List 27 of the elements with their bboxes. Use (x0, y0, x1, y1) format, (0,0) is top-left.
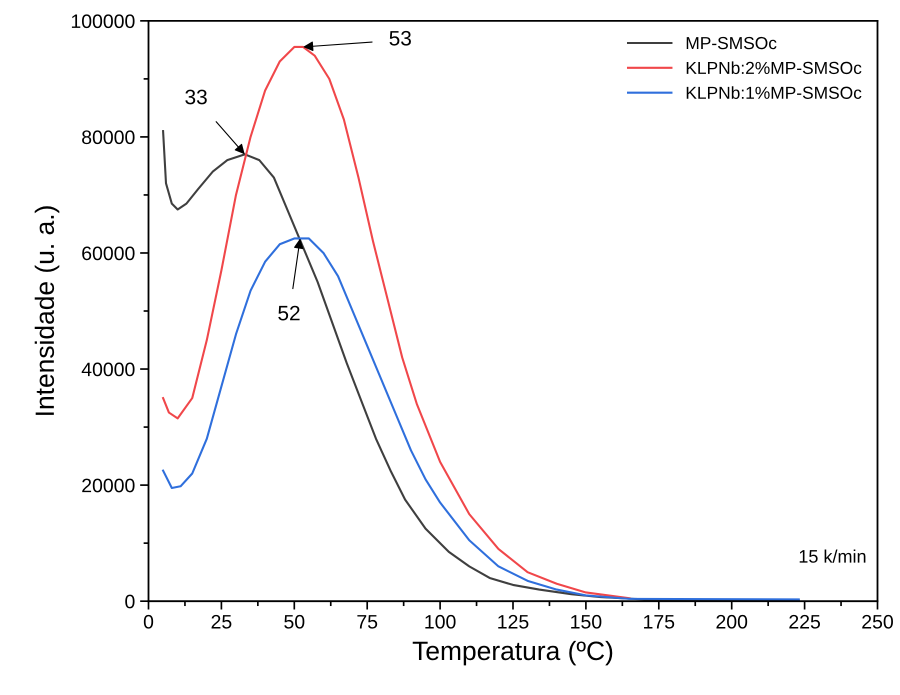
x-tick-label: 75 (357, 615, 378, 629)
y-tick-label: 40000 (82, 362, 135, 376)
legend-label: MP-SMSOc (686, 36, 776, 50)
x-tick-label: 175 (644, 615, 674, 629)
annotation: 53 (390, 30, 411, 46)
y-axis-title: Intensidade (u. a.) (34, 206, 60, 415)
y-tick-label: 20000 (82, 478, 135, 492)
annotation: 52 (278, 306, 300, 320)
x-tick-label: 200 (716, 614, 748, 629)
x-tick-label: 0 (144, 614, 154, 629)
x-tick-label: 225 (789, 614, 820, 629)
x-tick-label: 125 (498, 614, 528, 629)
y-tick-label: 0 (125, 594, 135, 608)
legend-label: KLPNb:2%MP-SMSOc (686, 61, 862, 74)
x-tick-label: 100 (425, 614, 456, 629)
y-tick-label: 80000 (82, 130, 135, 144)
annotation: 33 (185, 90, 207, 104)
x-tick-label: 50 (284, 614, 304, 629)
y-tick-label: 100000 (72, 14, 135, 28)
x-axis-title: Temperatura (ºC) (412, 640, 612, 666)
line-series (162, 237, 800, 600)
legend-label: KLPNb:1%MP-SMSOc (686, 86, 862, 99)
x-tick-label: 250 (862, 614, 893, 629)
annotation: 15 k/min (800, 550, 866, 563)
y-tick-label: 60000 (82, 246, 135, 260)
x-tick-label: 150 (571, 614, 602, 629)
x-tick-label: 25 (212, 614, 232, 629)
